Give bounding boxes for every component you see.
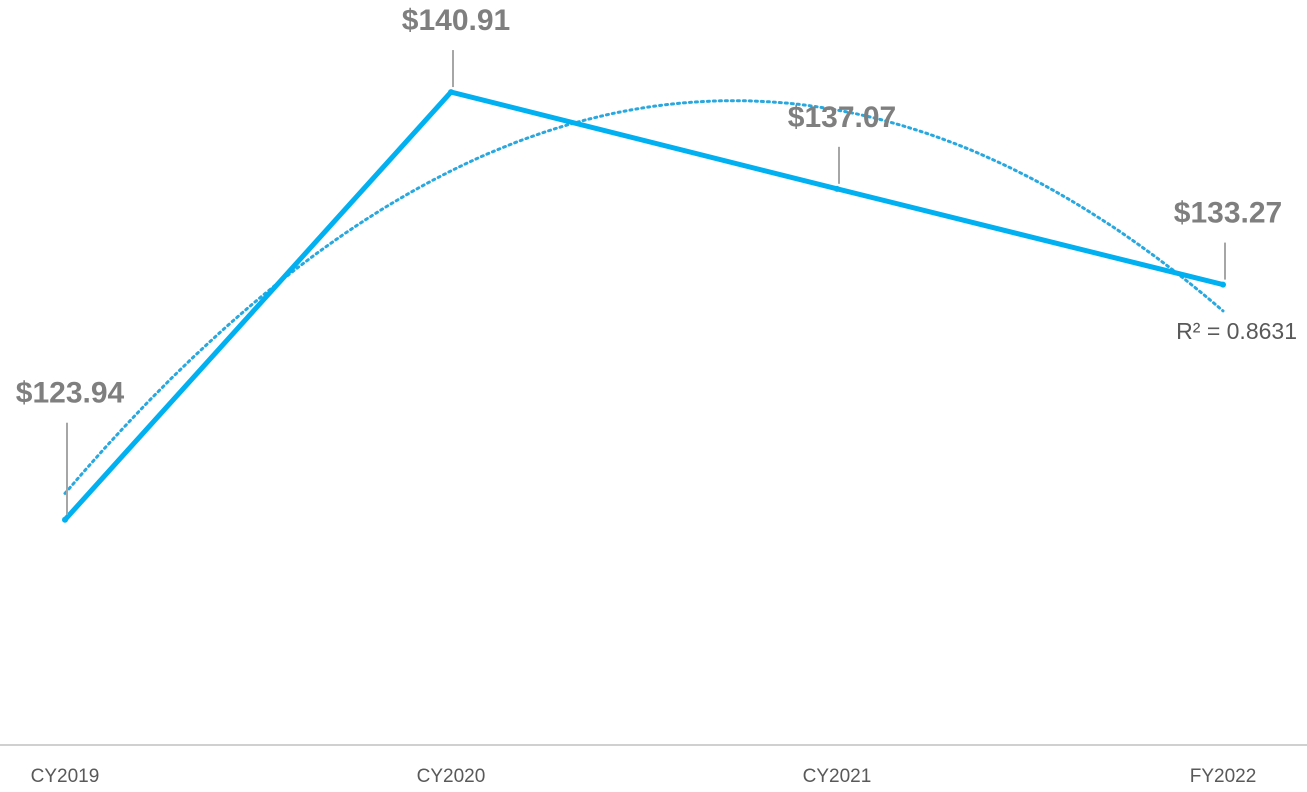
point <box>1220 281 1226 288</box>
x-tick-label: CY2019 <box>31 766 100 787</box>
point <box>448 89 454 96</box>
data-label: $137.07 <box>788 101 896 134</box>
x-tick-label: CY2021 <box>803 766 872 787</box>
x-tick-label: FY2022 <box>1190 766 1257 787</box>
data-label: $123.94 <box>16 377 125 410</box>
data-label: $140.91 <box>402 4 510 37</box>
point <box>62 516 68 523</box>
line <box>63 89 1224 522</box>
r-squared-label: R² = 0.8631 <box>1176 318 1297 344</box>
point <box>834 185 840 192</box>
trendline <box>63 99 1225 495</box>
data-label: $133.27 <box>1174 197 1282 230</box>
x-tick-label: CY2020 <box>417 766 486 787</box>
